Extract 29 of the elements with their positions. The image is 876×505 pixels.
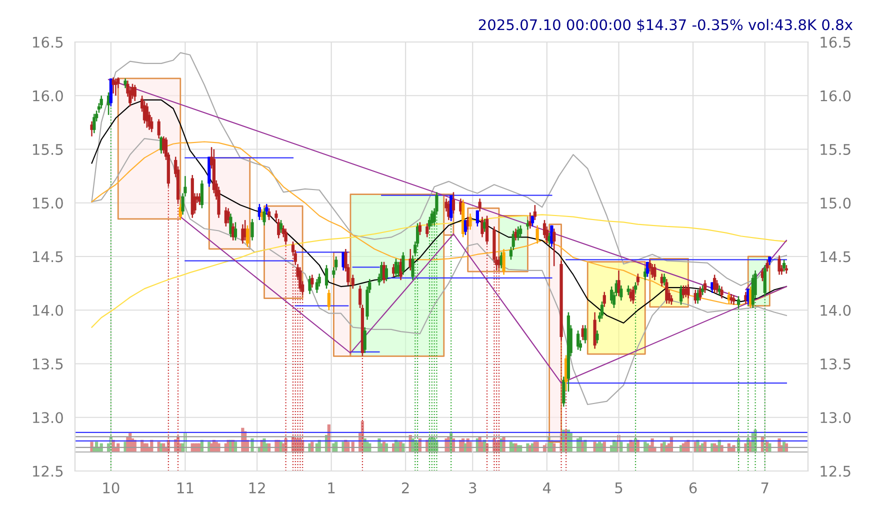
y2-tick-label: 13.5 bbox=[820, 358, 850, 370]
x-tick-label: 4 bbox=[542, 482, 551, 494]
x-tick-label: 11 bbox=[178, 482, 194, 494]
y-tick-label: 13.5 bbox=[33, 358, 63, 370]
x-tick-label: 2 bbox=[402, 482, 409, 494]
y2-tick-label: 14.0 bbox=[820, 304, 851, 316]
y-tick-label: 12.5 bbox=[33, 466, 63, 477]
x-tick-label: 3 bbox=[469, 482, 476, 494]
y-tick-label: 13.0 bbox=[33, 412, 63, 424]
x-tick-label: 1 bbox=[328, 482, 335, 494]
chart-title: 2025.07.10 00:00:00 $14.37 -0.35% vol:43.8K 0.8x bbox=[478, 18, 853, 32]
y2-tick-label: 16.0 bbox=[820, 90, 851, 102]
y2-tick-label: 13.0 bbox=[820, 412, 851, 424]
x-tick-label: 6 bbox=[689, 482, 697, 494]
y2-tick-label: 12.5 bbox=[820, 466, 850, 477]
y2-tick-label: 14.5 bbox=[820, 251, 850, 262]
y-tick-label: 15.0 bbox=[33, 198, 63, 209]
x-tick-label: 5 bbox=[615, 482, 622, 494]
x-tick-label: 7 bbox=[761, 482, 768, 494]
y2-tick-label: 16.5 bbox=[820, 36, 850, 48]
x-tick-label: 10 bbox=[103, 482, 120, 494]
x-tick-label: 12 bbox=[249, 482, 265, 494]
y-tick-label: 15.5 bbox=[33, 144, 63, 155]
y2-tick-label: 15.5 bbox=[820, 144, 850, 155]
y-tick-label: 16.5 bbox=[33, 36, 63, 48]
y-tick-label: 16.0 bbox=[33, 90, 63, 102]
y-tick-label: 14.0 bbox=[33, 304, 63, 316]
y2-tick-label: 15.0 bbox=[820, 198, 851, 209]
y-tick-label: 14.5 bbox=[33, 251, 63, 262]
